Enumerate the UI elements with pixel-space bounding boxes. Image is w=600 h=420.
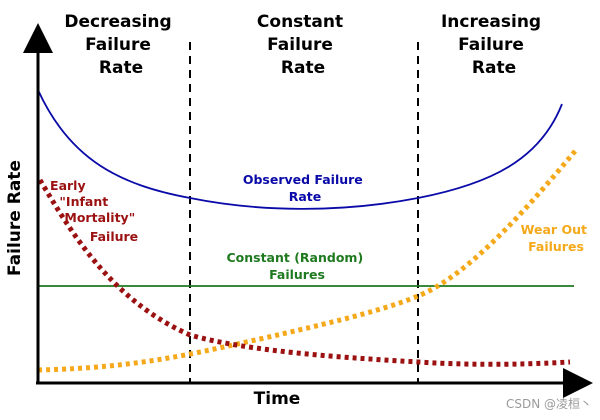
wear-out-failures-label: Wear Out Failures: [521, 222, 592, 254]
x-axis-label: Time: [254, 389, 301, 409]
region-title-decreasing: Decreasing Failure Rate: [64, 12, 177, 78]
wear-out-failures-curve: [37, 148, 578, 373]
y-axis-label: Failure Rate: [5, 160, 25, 276]
infant-mortality-label: Early "Infant Mortality" Failure: [50, 178, 140, 244]
region-title-constant: Constant Failure Rate: [257, 12, 349, 78]
watermark-text: CSDN @凌桓丶: [506, 396, 592, 411]
constant-failures-label: Constant (Random) Failures: [226, 250, 367, 282]
observed-failure-rate-label: Observed Failure Rate: [243, 172, 367, 204]
observed-failure-rate-curve: [37, 89, 563, 210]
region-title-increasing: Increasing Failure Rate: [441, 12, 547, 78]
infant-mortality-curve: [37, 178, 571, 367]
